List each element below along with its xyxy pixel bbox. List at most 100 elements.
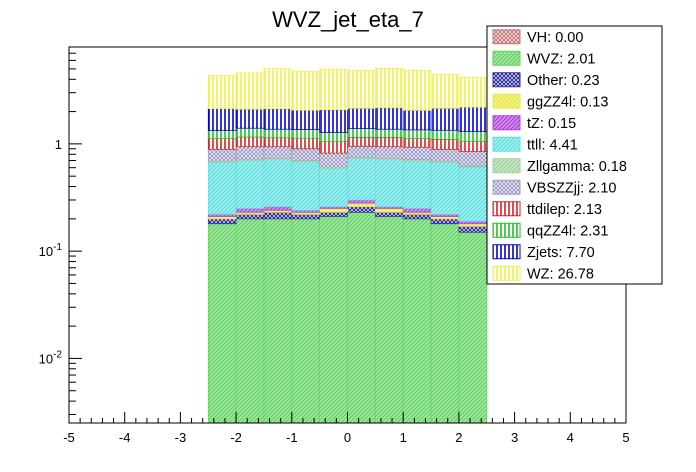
legend-entry-label: Other: 0.23 (527, 73, 600, 89)
bar (402, 69, 432, 111)
legend-entry-label: qqZZ4l: 2.31 (527, 223, 608, 239)
bar (207, 108, 237, 131)
bar (319, 208, 348, 213)
bar (430, 148, 460, 162)
bar (458, 151, 488, 167)
series-9 (207, 127, 488, 142)
series-10 (207, 106, 488, 133)
x-tick-label: 3 (511, 430, 518, 445)
legend-entry-label: ttdilep: 2.13 (527, 202, 602, 218)
bar (235, 127, 265, 138)
bar (347, 199, 376, 204)
bar (263, 137, 293, 148)
bar (458, 226, 488, 233)
bar (375, 128, 404, 138)
bar (458, 141, 488, 152)
bar (347, 202, 376, 207)
bar (291, 161, 320, 211)
bar (375, 211, 404, 217)
bar (291, 129, 320, 139)
bar (458, 106, 488, 133)
legend-swatch (492, 93, 521, 109)
bar (347, 137, 376, 147)
x-tick-label: 1 (400, 430, 407, 445)
bar (347, 70, 376, 109)
bar (235, 214, 265, 220)
bar (235, 218, 265, 424)
bar (235, 160, 265, 209)
bar (402, 214, 432, 220)
x-tick-label: 5 (622, 430, 629, 445)
legend-box (486, 25, 663, 285)
series-7 (207, 145, 488, 168)
axes: -5 -4 -3 -2 -1 0 1 2 3 4 5 1 10-1 10-2 (39, 46, 630, 445)
x-tick-label: 0 (344, 430, 351, 445)
bar (207, 75, 237, 109)
bar (430, 218, 460, 225)
bar (430, 139, 460, 150)
bar (291, 109, 320, 130)
bar (235, 208, 265, 213)
bar (207, 130, 237, 139)
legend-swatch (492, 222, 521, 238)
bar (319, 211, 348, 217)
bar (402, 146, 432, 161)
bar (207, 162, 237, 215)
legend-entry-label: VBSZZjj: 2.10 (527, 180, 616, 196)
bar (319, 68, 348, 111)
bar (375, 159, 404, 207)
legend-swatch (492, 179, 521, 195)
bar (319, 152, 348, 168)
legend-entry-label: ttll: 4.41 (527, 137, 578, 153)
x-tick-label: -4 (119, 430, 131, 445)
x-tick-label: -1 (286, 430, 298, 445)
bar (402, 160, 432, 209)
bar (347, 211, 376, 424)
bar (402, 110, 432, 131)
bar (207, 218, 237, 225)
bar (263, 68, 293, 110)
legend-entry-label: Zllgamma: 0.18 (527, 159, 627, 175)
bar (375, 146, 404, 159)
bar (375, 67, 404, 109)
bar (430, 108, 460, 131)
bar (347, 108, 376, 129)
histogram-bars (207, 67, 488, 424)
bar (291, 218, 320, 424)
bar (207, 148, 237, 162)
bar (291, 137, 320, 150)
legend-entry-label: WZ: 26.78 (527, 266, 594, 282)
chart-title: WVZ_jet_eta_7 (272, 7, 424, 32)
bar (319, 216, 348, 424)
bar (291, 214, 320, 220)
bar (319, 109, 348, 133)
legend-swatch (492, 72, 521, 88)
bar (263, 146, 293, 159)
legend-entry-label: WVZ: 2.01 (527, 51, 596, 67)
bar (263, 206, 293, 211)
bar (319, 140, 348, 154)
bar (430, 129, 460, 140)
y-tick-label: 10-1 (39, 242, 63, 259)
bar (402, 129, 432, 139)
series-5 (207, 158, 488, 222)
legend-entry-label: Zjets: 7.70 (527, 245, 595, 261)
bar (458, 131, 488, 142)
bar (402, 208, 432, 213)
y-tick-label: 1 (55, 137, 62, 152)
bar (402, 138, 432, 148)
bar (263, 218, 293, 424)
bar (347, 158, 376, 201)
bar (207, 138, 237, 150)
bar (458, 220, 488, 225)
bar (263, 159, 293, 207)
bar (347, 128, 376, 138)
legend-swatch (492, 136, 521, 152)
bar (458, 77, 488, 108)
bar (458, 231, 488, 424)
bar (347, 206, 376, 213)
x-tick-label: -5 (63, 430, 75, 445)
bar (458, 223, 488, 227)
legend-entry-label: tZ: 0.15 (527, 116, 576, 132)
